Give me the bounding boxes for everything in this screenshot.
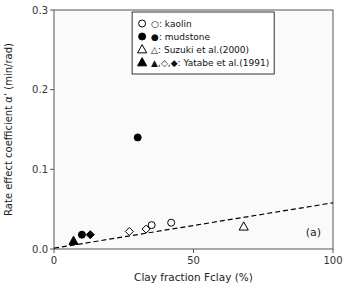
marks <box>54 134 333 248</box>
x-tick-label: 100 <box>323 255 342 266</box>
y-tick-label: 0.1 <box>32 164 48 175</box>
point <box>168 219 175 226</box>
chart: 0 50 100 0.0 0.1 0.2 0.3 Clay fraction Fclay (%… <box>0 0 345 289</box>
legend-label: △: Suzuki et al.(2000) <box>151 45 249 55</box>
point <box>142 225 150 233</box>
legend-marker <box>138 45 147 53</box>
y-tick-label: 0.0 <box>32 244 48 255</box>
legend-label: ●: mudstone <box>151 32 210 42</box>
legend-label: ▲,◇,◆: Yatabe et al.(1991) <box>151 58 269 68</box>
y-tick <box>50 10 54 11</box>
legend-marker <box>138 58 147 66</box>
plot-area <box>54 10 333 249</box>
y-tick <box>50 169 54 170</box>
point <box>125 227 133 235</box>
legend: ○: kaolin ●: mudstone △: Suzuki et al.(200… <box>132 12 274 74</box>
legend-frame <box>132 12 274 74</box>
annotation: (a) <box>306 226 321 239</box>
point <box>86 231 94 239</box>
x-axis-label: Clay fraction Fclay (%) <box>134 271 253 283</box>
point <box>78 231 85 238</box>
y-tick <box>50 249 54 250</box>
x-tick <box>54 249 55 253</box>
y-tick <box>50 89 54 90</box>
y-tick-label: 0.2 <box>32 84 48 95</box>
point <box>69 236 78 244</box>
x-tick-label: 0 <box>51 255 57 266</box>
y-axis-label: Rate effect coefficient α’ (min/rad) <box>3 43 14 216</box>
legend-label: ○: kaolin <box>151 19 192 29</box>
x-tick <box>193 249 194 253</box>
x-tick-label: 50 <box>187 255 200 266</box>
y-tick-label: 0.3 <box>32 5 48 16</box>
point <box>239 222 248 230</box>
point <box>134 134 141 141</box>
plot-frame <box>54 10 333 249</box>
trend-line <box>54 203 333 248</box>
x-tick <box>333 249 334 253</box>
legend-marker <box>139 20 146 27</box>
legend-marker <box>139 33 146 40</box>
